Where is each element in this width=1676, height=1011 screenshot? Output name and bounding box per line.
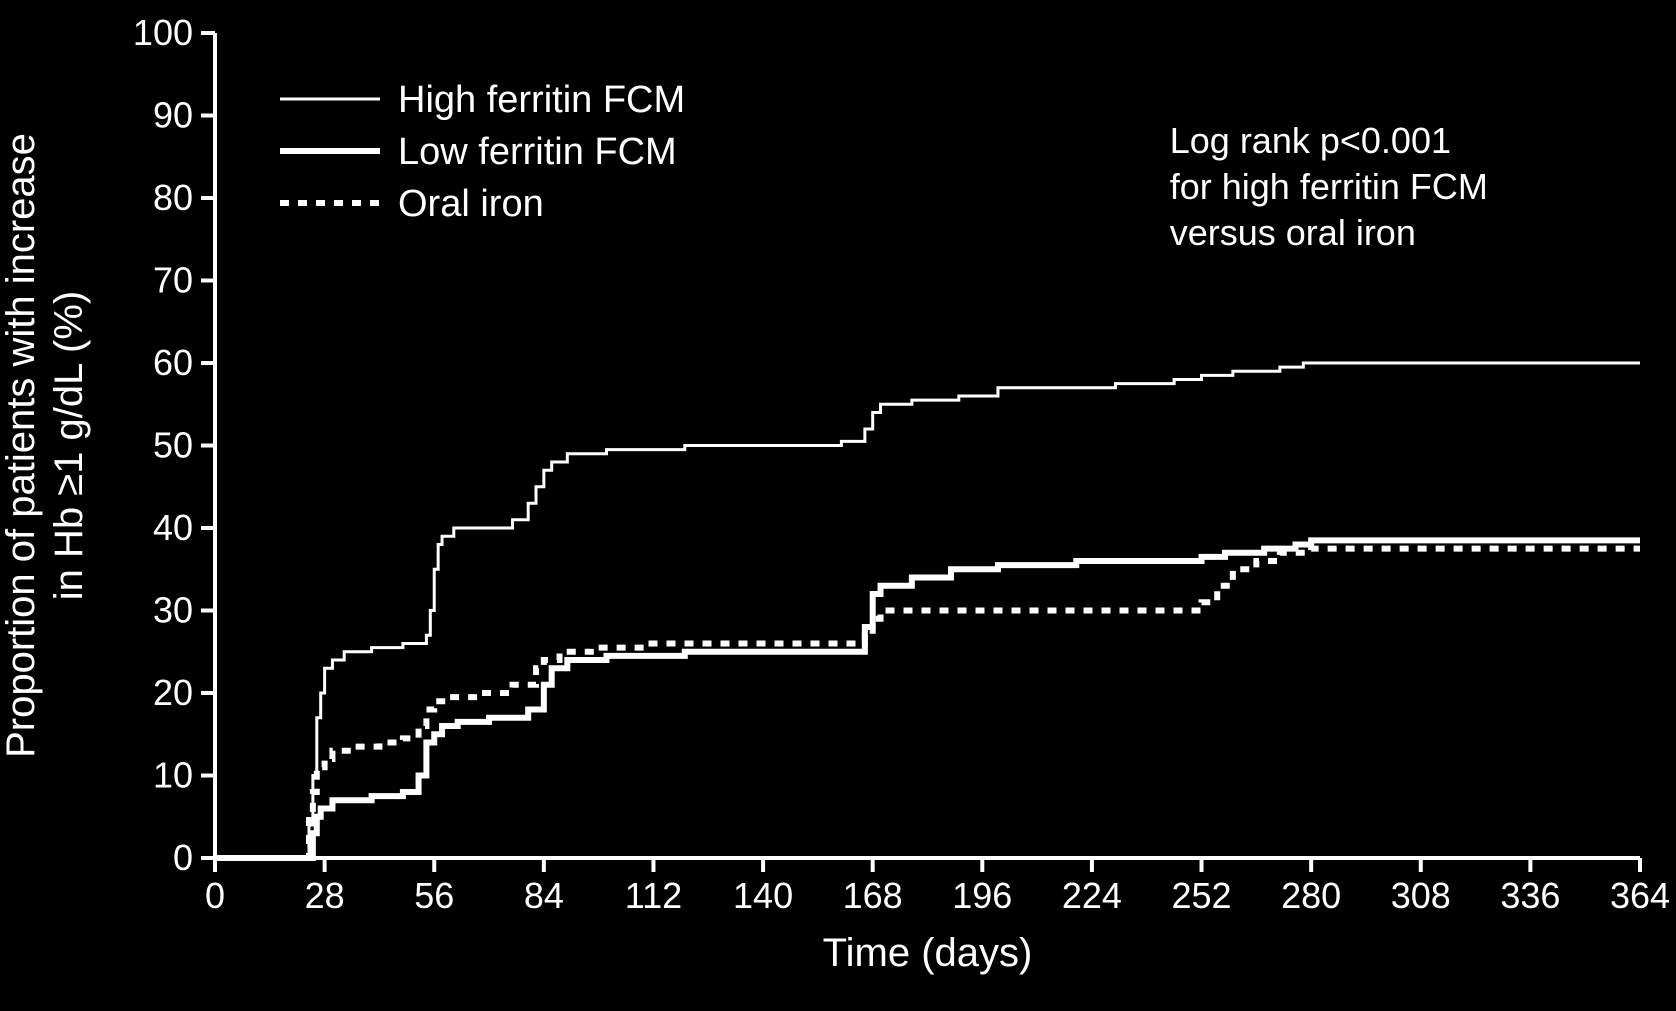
svg-text:28: 28	[305, 875, 345, 916]
svg-text:70: 70	[153, 260, 193, 301]
svg-text:Time (days): Time (days)	[823, 931, 1033, 975]
svg-text:60: 60	[153, 342, 193, 383]
svg-text:30: 30	[153, 590, 193, 631]
svg-text:40: 40	[153, 507, 193, 548]
svg-text:196: 196	[952, 875, 1012, 916]
svg-text:56: 56	[414, 875, 454, 916]
svg-text:in Hb ≥1 g/dL (%): in Hb ≥1 g/dL (%)	[47, 291, 91, 601]
svg-text:224: 224	[1062, 875, 1122, 916]
svg-text:Low ferritin FCM: Low ferritin FCM	[398, 131, 677, 173]
svg-text:0: 0	[173, 837, 193, 878]
svg-text:Proportion of patients with in: Proportion of patients with increase	[0, 133, 43, 758]
svg-text:84: 84	[524, 875, 564, 916]
kaplan-meier-chart: 0 10 20 30 40 50 60 70 80 90 100 0 28 56 84 112 140 168 19…	[0, 0, 1676, 1011]
svg-text:10: 10	[153, 755, 193, 796]
svg-text:252: 252	[1171, 875, 1231, 916]
svg-text:Oral iron: Oral iron	[398, 183, 544, 225]
chart-svg: 0 10 20 30 40 50 60 70 80 90 100 0 28 56 84 112 140 168 19…	[0, 0, 1676, 1011]
svg-text:High ferritin FCM: High ferritin FCM	[398, 79, 685, 121]
svg-text:versus oral iron: versus oral iron	[1170, 212, 1416, 253]
svg-text:100: 100	[133, 12, 193, 53]
svg-text:168: 168	[843, 875, 903, 916]
svg-text:90: 90	[153, 95, 193, 136]
svg-text:20: 20	[153, 672, 193, 713]
svg-text:0: 0	[205, 875, 225, 916]
svg-text:80: 80	[153, 177, 193, 218]
svg-text:364: 364	[1610, 875, 1670, 916]
svg-text:50: 50	[153, 425, 193, 466]
svg-text:Log rank p<0.001: Log rank p<0.001	[1170, 120, 1451, 161]
svg-text:308: 308	[1391, 875, 1451, 916]
svg-text:280: 280	[1281, 875, 1341, 916]
svg-text:336: 336	[1500, 875, 1560, 916]
svg-text:112: 112	[625, 875, 682, 916]
svg-text:for high ferritin FCM: for high ferritin FCM	[1170, 166, 1488, 207]
svg-text:140: 140	[733, 875, 793, 916]
